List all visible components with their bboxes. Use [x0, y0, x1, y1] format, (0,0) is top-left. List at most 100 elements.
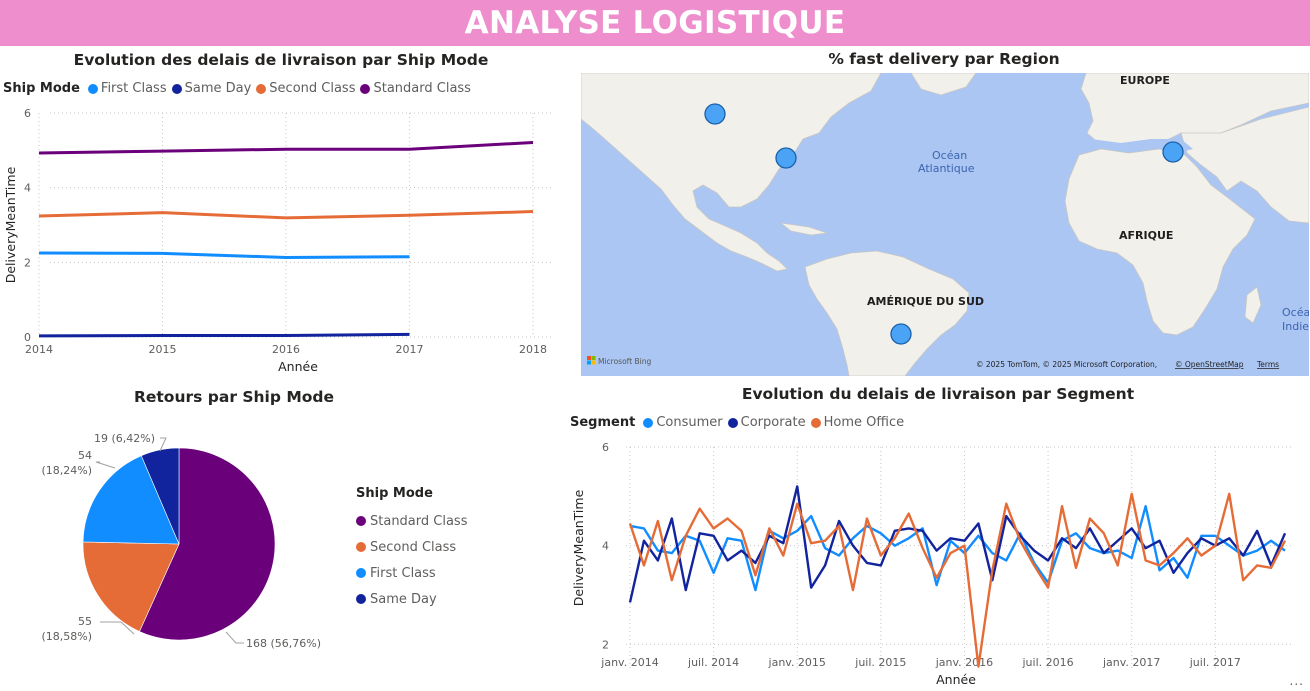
legend-label: Same Day [370, 591, 437, 607]
map-marker-middle-east[interactable] [1162, 141, 1184, 163]
x-tick-label: 2017 [396, 343, 424, 356]
legend-dot [360, 83, 371, 94]
pie-slice-standard-class [139, 447, 276, 641]
series-line-same-day [38, 332, 410, 338]
pie-slice-same-day [140, 447, 180, 545]
middle-east-land [1180, 106, 1309, 224]
legend-label: Consumer [656, 415, 723, 430]
more-options-button[interactable]: ... [1289, 674, 1304, 688]
bing-logo: Microsoft Bing [587, 356, 651, 366]
x-tick-label: juil. 2014 [687, 656, 739, 669]
y-axis-title: DeliveryMeanTime [3, 166, 18, 283]
y-axis-title: DeliveryMeanTime [571, 489, 586, 606]
x-tick-label: janv. 2014 [600, 656, 658, 669]
map-marker-central-us[interactable] [775, 147, 797, 169]
legend-label: First Class [370, 565, 436, 581]
legend-label: First Class [100, 81, 167, 96]
map-label-indien: Indie [1282, 320, 1309, 333]
legend-dot [727, 417, 738, 428]
legend-label: Second Class [269, 81, 356, 96]
returns-pie-chart[interactable]: 168 (56,76%) 55 (18,58%) 54 (18,24%) 19 (6,42… [0, 380, 570, 691]
legend-label: Corporate [740, 415, 806, 430]
x-tick-label: janv. 2016 [935, 656, 993, 669]
map-label-europe: EUROPE [1120, 74, 1170, 87]
legend-title: Ship Mode [3, 81, 80, 96]
segment-delay-line-chart[interactable]: 2 4 6 janv. 2014 juil. 2014 janv. 2015 juil. 2… [566, 380, 1310, 691]
y-tick-label: 6 [602, 441, 609, 454]
legend-title: Segment [570, 415, 636, 430]
legend-item-standard-class[interactable]: Standard Class [356, 508, 467, 534]
legend-dot [171, 83, 182, 94]
series-line-second-class [38, 210, 534, 220]
returns-pie-title: Retours par Ship Mode [133, 388, 335, 406]
legend-label: Standard Class [373, 81, 471, 96]
legend-label: Standard Class [370, 513, 468, 529]
returns-pie-panel[interactable]: Retours par Ship Mode 168 (56,76%) 55 (18,… [0, 380, 570, 691]
legend-item-same-day[interactable]: Same Day [356, 586, 467, 612]
legend-item-same-day[interactable]: Same Day [171, 81, 252, 96]
world-map[interactable]: EUROPE AFRIQUE AMÉRIQUE DU SUD Océan Atl… [581, 73, 1309, 376]
africa-land [1064, 148, 1256, 336]
map-label-ocean: Océan [932, 149, 967, 162]
series-line-corporate [628, 485, 1287, 603]
map-attribution: © 2025 TomTom, © 2025 Microsoft Corporat… [976, 360, 1157, 369]
map-canvas[interactable]: EUROPE AFRIQUE AMÉRIQUE DU SUD Océan Atl… [581, 73, 1309, 376]
legend-item-first-class[interactable]: First Class [87, 81, 167, 96]
shipmode-delay-chart-panel[interactable]: Evolution des delais de livraison par Sh… [0, 48, 570, 378]
leader-line [225, 631, 244, 644]
shipmode-delay-legend: Ship Mode First Class Same Day Second Cl… [3, 81, 476, 96]
segment-delay-legend: Segment Consumer Corporate Home Office [570, 415, 909, 430]
legend-item-consumer[interactable]: Consumer [643, 415, 723, 430]
legend-item-first-class[interactable]: First Class [356, 560, 467, 586]
osm-link[interactable]: © OpenStreetMap [1175, 360, 1244, 369]
bing-logo-text: Microsoft Bing [598, 357, 651, 366]
legend-dot [356, 516, 366, 526]
data-label-first-class-percent: (18,24%) [41, 464, 92, 477]
legend-item-standard-class[interactable]: Standard Class [360, 81, 471, 96]
fast-delivery-map-title: % fast delivery par Region [828, 50, 1060, 68]
leader-line [95, 461, 116, 469]
x-tick-label: juil. 2017 [1189, 656, 1241, 669]
data-label-standard-class: 168 (56,76%) [246, 637, 321, 650]
legend-dot [356, 568, 366, 578]
fast-delivery-map-panel[interactable]: % fast delivery par Region [578, 48, 1310, 378]
legend-item-corporate[interactable]: Corporate [727, 415, 806, 430]
data-label-second-class-percent: (18,58%) [41, 630, 92, 643]
legend-dot [356, 594, 366, 604]
y-tick-label: 6 [24, 107, 31, 120]
map-marker-south-america[interactable] [890, 323, 912, 345]
x-axis-title: Année [936, 672, 976, 687]
map-marker-west-us[interactable] [704, 103, 726, 125]
shipmode-delay-line-chart[interactable]: 0 2 4 6 2014 2015 2016 2017 2018 Année DeliveryMea… [0, 48, 570, 378]
x-tick-label: janv. 2015 [768, 656, 826, 669]
legend-item-home-office[interactable]: Home Office [810, 415, 905, 430]
segment-delay-chart-panel[interactable]: Evolution du delais de livraison par Seg… [566, 380, 1310, 691]
x-tick-label: janv. 2017 [1102, 656, 1160, 669]
series-line-first-class [38, 251, 410, 259]
data-label-second-class-value: 55 [78, 615, 92, 628]
legend-label: Second Class [370, 539, 457, 555]
legend-dot [87, 83, 98, 94]
page-title: ANALYSE LOGISTIQUE [464, 5, 846, 41]
legend-dot [356, 542, 366, 552]
legend-item-second-class[interactable]: Second Class [256, 81, 355, 96]
map-label-ocean-right: Océa [1282, 306, 1309, 319]
legend-dot [810, 417, 821, 428]
y-tick-label: 2 [24, 256, 31, 269]
pie-slice-second-class [82, 541, 180, 632]
legend-label: Home Office [823, 415, 905, 430]
greenland-land [910, 73, 977, 96]
x-tick-label: 2018 [519, 343, 547, 356]
y-tick-label: 4 [24, 182, 31, 195]
terms-link[interactable]: Terms [1256, 360, 1279, 369]
y-tick-label: 4 [602, 540, 609, 553]
x-tick-label: 2016 [272, 343, 300, 356]
north-america-land [581, 73, 882, 272]
south-america-land [804, 250, 970, 376]
legend-item-second-class[interactable]: Second Class [356, 534, 467, 560]
banner: ANALYSE LOGISTIQUE [0, 0, 1310, 46]
legend-label: Same Day [184, 81, 252, 96]
y-tick-label: 0 [24, 331, 31, 344]
series-line-standard-class [38, 140, 534, 155]
